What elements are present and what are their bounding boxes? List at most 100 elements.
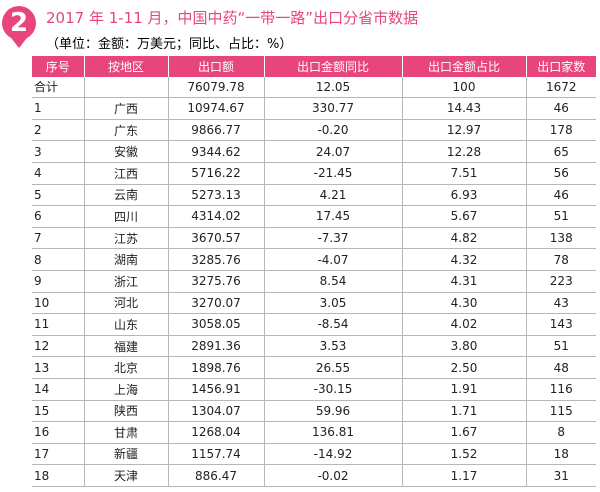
cell-yoy: -8.54: [263, 313, 402, 336]
cell-region: 山东: [83, 313, 168, 336]
cell-count: 116: [525, 378, 596, 401]
cell-count: 46: [525, 97, 596, 120]
cell-count: 46: [525, 184, 596, 207]
cell-share: 12.97: [401, 119, 526, 142]
cell-region: 安徽: [83, 140, 168, 163]
cell-count: 1672: [525, 76, 596, 99]
cell-yoy: -30.15: [263, 378, 402, 401]
cell-share: 4.32: [401, 248, 526, 271]
cell-amount: 3058.05: [167, 313, 264, 336]
cell-amount: 1157.74: [167, 443, 264, 466]
cell-region: 江苏: [83, 227, 168, 250]
cell-share: 1.17: [401, 464, 526, 487]
cell-amount: 9866.77: [167, 119, 264, 142]
header-region: 按地区: [83, 56, 168, 77]
cell-amount: 886.47: [167, 464, 264, 487]
cell-share: 1.52: [401, 443, 526, 466]
cell-seq: 18: [32, 464, 84, 487]
cell-seq: 14: [32, 378, 84, 401]
cell-seq: 11: [32, 313, 84, 336]
cell-yoy: 3.53: [263, 335, 402, 358]
cell-amount: 1304.07: [167, 400, 264, 423]
table-row: 10 河北 3270.07 3.05 4.30 43: [32, 292, 596, 315]
cell-share: 1.91: [401, 378, 526, 401]
cell-region: 新疆: [83, 443, 168, 466]
cell-count: 138: [525, 227, 596, 250]
cell-count: 223: [525, 270, 596, 293]
cell-seq: 5: [32, 184, 84, 207]
cell-count: 51: [525, 335, 596, 358]
cell-seq: 10: [32, 292, 84, 315]
page-title: 2017 年 1-11 月，中国中药“一带一路”出口分省市数据: [46, 9, 419, 27]
cell-count: 8: [525, 421, 596, 444]
table-row: 8 湖南 3285.76 -4.07 4.32 78: [32, 248, 596, 271]
cell-region: 河北: [83, 292, 168, 315]
cell-region: 广西: [83, 97, 168, 120]
cell-count: 178: [525, 119, 596, 142]
cell-region: 北京: [83, 356, 168, 379]
cell-amount: 1268.04: [167, 421, 264, 444]
cell-share: 4.02: [401, 313, 526, 336]
table-row: 1 广西 10974.67 330.77 14.43 46: [32, 97, 596, 120]
cell-share: 14.43: [401, 97, 526, 120]
cell-seq: 12: [32, 335, 84, 358]
cell-share: 12.28: [401, 140, 526, 163]
unit-note: （单位：金额：万美元；同比、占比：%）: [46, 37, 293, 52]
cell-yoy: 4.21: [263, 184, 402, 207]
cell-share: 4.82: [401, 227, 526, 250]
cell-seq: 7: [32, 227, 84, 250]
cell-share: 2.50: [401, 356, 526, 379]
cell-share: 1.67: [401, 421, 526, 444]
cell-amount: 3275.76: [167, 270, 264, 293]
cell-region: 甘肃: [83, 421, 168, 444]
cell-share: 6.93: [401, 184, 526, 207]
cell-seq: 13: [32, 356, 84, 379]
cell-count: 18: [525, 443, 596, 466]
cell-amount: 5716.22: [167, 162, 264, 185]
cell-seq: 4: [32, 162, 84, 185]
cell-seq: 合计: [32, 76, 84, 99]
header-yoy: 出口金额同比: [263, 56, 402, 77]
cell-yoy: 59.96: [263, 400, 402, 423]
cell-region: 陕西: [83, 400, 168, 423]
cell-region: 云南: [83, 184, 168, 207]
table-row: 11 山东 3058.05 -8.54 4.02 143: [32, 313, 596, 336]
cell-seq: 17: [32, 443, 84, 466]
cell-yoy: -14.92: [263, 443, 402, 466]
table-row: 3 安徽 9344.62 24.07 12.28 65: [32, 140, 596, 163]
cell-region: [83, 76, 168, 99]
cell-yoy: 8.54: [263, 270, 402, 293]
cell-region: 广东: [83, 119, 168, 142]
table-row: 2 广东 9866.77 -0.20 12.97 178: [32, 119, 596, 142]
table-row: 14 上海 1456.91 -30.15 1.91 116: [32, 378, 596, 401]
cell-region: 上海: [83, 378, 168, 401]
cell-amount: 10974.67: [167, 97, 264, 120]
cell-count: 65: [525, 140, 596, 163]
cell-yoy: -21.45: [263, 162, 402, 185]
cell-seq: 3: [32, 140, 84, 163]
cell-count: 51: [525, 205, 596, 228]
table-row: 17 新疆 1157.74 -14.92 1.52 18: [32, 443, 596, 466]
cell-amount: 3285.76: [167, 248, 264, 271]
cell-count: 143: [525, 313, 596, 336]
cell-amount: 1898.76: [167, 356, 264, 379]
table-row: 9 浙江 3275.76 8.54 4.31 223: [32, 270, 596, 293]
cell-share: 1.71: [401, 400, 526, 423]
table-row: 6 四川 4314.02 17.45 5.67 51: [32, 205, 596, 228]
table-row: 15 陕西 1304.07 59.96 1.71 115: [32, 400, 596, 423]
cell-amount: 76079.78: [167, 76, 264, 99]
table-row: 13 北京 1898.76 26.55 2.50 48: [32, 356, 596, 379]
cell-amount: 4314.02: [167, 205, 264, 228]
cell-amount: 3270.07: [167, 292, 264, 315]
header-amount: 出口额: [167, 56, 264, 77]
cell-region: 湖南: [83, 248, 168, 271]
cell-region: 四川: [83, 205, 168, 228]
cell-yoy: -0.20: [263, 119, 402, 142]
cell-count: 56: [525, 162, 596, 185]
cell-seq: 16: [32, 421, 84, 444]
table-header-row: 序号 按地区 出口额 出口金额同比 出口金额占比 出口家数: [32, 56, 596, 77]
table-total-row: 合计 76079.78 12.05 100 1672: [32, 76, 596, 99]
cell-seq: 9: [32, 270, 84, 293]
cell-region: 浙江: [83, 270, 168, 293]
cell-amount: 3670.57: [167, 227, 264, 250]
